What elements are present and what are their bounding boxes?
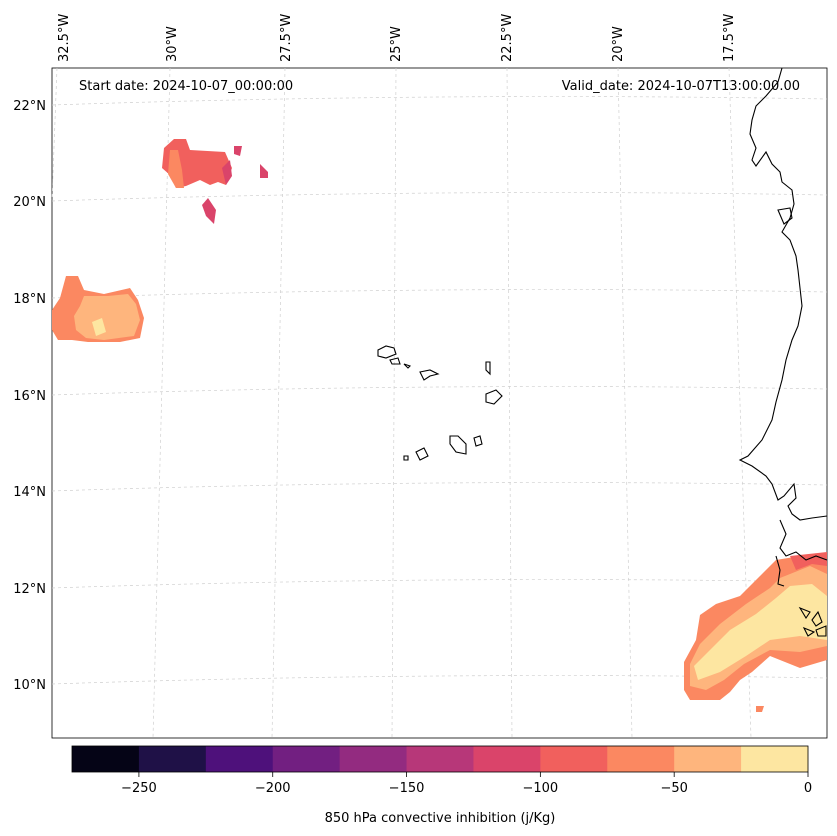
lon-label-27-5w: 27.5°W (279, 14, 294, 62)
colorbar-swatch (607, 746, 675, 772)
colorbar-tick-label: −150 (389, 781, 425, 796)
cin-contours (52, 139, 827, 712)
coast-islet-c (802, 626, 816, 637)
cape-verde-islands (377, 345, 503, 461)
parallel-22n (51, 96, 828, 106)
lat-label-10n: 10°N (13, 678, 46, 693)
lat-label-20n: 20°N (13, 195, 46, 210)
colorbar-swatches (72, 746, 809, 772)
island-santa-luzia (403, 363, 412, 369)
colorbar-title: 850 hPa convective inhibition (j/Kg) (325, 811, 556, 826)
coast-islet-a (798, 606, 811, 620)
coast-inlet (777, 207, 793, 225)
colorbar-tick-label: 0 (804, 781, 812, 796)
colorbar-swatch (540, 746, 608, 772)
lat-label-14n: 14°N (13, 485, 46, 500)
colorbar-swatch (205, 746, 274, 772)
parallel-18n (51, 289, 828, 299)
meridian-30w (152, 67, 171, 739)
meridian-20w (617, 67, 633, 739)
lon-label-32-5w: 32.5°W (57, 14, 72, 62)
island-santo-antao (377, 345, 397, 359)
cin-area-nw-core (222, 160, 232, 185)
colorbar-swatch (674, 746, 742, 772)
colorbar-swatch (138, 746, 207, 772)
cin-cell-d (756, 706, 764, 712)
coast-mainland (738, 67, 828, 521)
colorbar-tick-label: −200 (255, 781, 291, 796)
colorbar-swatch (272, 746, 341, 772)
lon-label-30w: 30°W (165, 26, 180, 62)
parallel-16n (51, 386, 828, 396)
colorbar-ticks: −250 −200 −150 −100 −50 0 (121, 772, 812, 796)
island-sal (485, 361, 491, 376)
longitude-labels: 32.5°W 30°W 27.5°W 25°W 22.5°W 20°W 17.5… (57, 14, 737, 62)
cin-cell-a (234, 146, 242, 156)
lat-label-16n: 16°N (13, 389, 46, 404)
island-boa-vista (485, 389, 503, 405)
island-sao-nicolau (419, 369, 440, 381)
island-maio (473, 435, 483, 447)
colorbar-swatch (72, 746, 140, 772)
colorbar: −250 −200 −150 −100 −50 0 850 hPa convective … (71, 745, 812, 826)
colorbar-swatch (741, 746, 809, 772)
colorbar-tick-label: −100 (523, 781, 559, 796)
lon-label-25w: 25°W (389, 26, 404, 62)
lon-label-22-5w: 22.5°W (500, 14, 515, 62)
meridian-27-5w (271, 67, 286, 739)
colorbar-swatch (339, 746, 408, 772)
colorbar-swatch (473, 746, 541, 772)
coast-guinea-bissau (779, 519, 828, 561)
lat-label-22n: 22°N (13, 99, 46, 114)
island-santiago (449, 435, 467, 455)
cin-area-se-core (694, 584, 827, 680)
colorbar-swatch (406, 746, 474, 772)
colorbar-tick-label: −50 (660, 781, 687, 796)
coast-south (775, 555, 785, 587)
parallel-20n (51, 192, 828, 202)
cin-area-nw-edge (168, 150, 184, 188)
colorbar-outline (71, 745, 809, 773)
cin-area-west-core (92, 318, 106, 336)
graticule (51, 67, 828, 739)
island-brava (403, 455, 409, 461)
coast-islet-b (811, 610, 823, 627)
island-sao-vicente (389, 357, 401, 365)
coastline (738, 67, 828, 637)
valid-date-label: Valid_date: 2024-10-07T13:00:00.00 (562, 79, 800, 94)
latitude-labels: 22°N 20°N 18°N 16°N 14°N 12°N 10°N (13, 99, 46, 693)
lon-label-17-5w: 17.5°W (722, 14, 737, 62)
parallel-10n (51, 675, 828, 685)
lon-label-20w: 20°W (611, 26, 626, 62)
lat-label-12n: 12°N (13, 582, 46, 597)
parallel-14n (51, 482, 828, 492)
meridian-32-5w (51, 67, 58, 201)
meridian-22-5w (506, 67, 513, 739)
island-fogo (415, 447, 429, 461)
coast-islet-d (815, 625, 827, 637)
start-date-label: Start date: 2024-10-07_00:00:00 (79, 79, 293, 94)
meridian-25w (391, 67, 397, 739)
cin-cell-b (260, 164, 268, 178)
cin-cell-c (202, 198, 216, 224)
lat-label-18n: 18°N (13, 292, 46, 307)
colorbar-tick-label: −250 (121, 781, 157, 796)
parallel-12n (51, 579, 828, 589)
cin-area-west-inner (74, 294, 140, 340)
